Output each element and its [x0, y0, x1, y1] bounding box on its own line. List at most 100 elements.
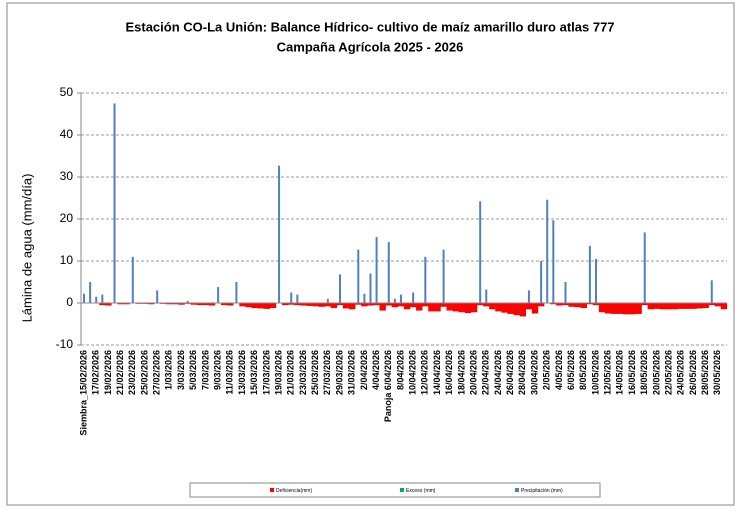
bar [617, 303, 624, 314]
bar [312, 303, 319, 307]
x-tick-label: 15/03/2026 [249, 350, 259, 395]
legend-box [189, 482, 601, 498]
bar [708, 303, 715, 306]
bar [580, 303, 587, 309]
x-tick-label: 26/04/2026 [505, 350, 515, 395]
x-tick-label: 16/04/2026 [444, 350, 454, 395]
x-tick-label: 19/02/2026 [103, 350, 113, 395]
bar [355, 303, 362, 305]
bar [89, 282, 92, 303]
bar [245, 303, 252, 308]
bar [690, 303, 697, 309]
bar [446, 303, 453, 311]
bar [604, 303, 612, 314]
bar [318, 303, 325, 307]
bar [306, 303, 313, 306]
x-tick-label: 12/04/2026 [420, 350, 430, 395]
bar [513, 303, 520, 316]
x-tick-label: 29/03/2026 [334, 350, 344, 395]
bar [387, 242, 390, 303]
x-tick-label: 2/04/2026 [359, 350, 369, 390]
bar [257, 303, 264, 309]
bar [720, 303, 728, 310]
bar [296, 294, 299, 303]
bar [623, 303, 630, 315]
x-tick-label: 24/04/2026 [493, 350, 503, 395]
bar [611, 303, 618, 314]
x-tick-label: 26/05/2026 [688, 350, 698, 395]
bar [363, 293, 366, 303]
bar [397, 303, 405, 307]
legend-label: Deficiencia(mm) [276, 488, 312, 494]
bar [552, 220, 555, 303]
bar [178, 303, 185, 305]
bar [156, 290, 159, 303]
x-tick-label: 22/04/2026 [481, 350, 491, 395]
bar [83, 293, 86, 303]
bar [629, 303, 636, 315]
bar [385, 303, 392, 306]
bar [113, 103, 116, 303]
bar [594, 258, 597, 303]
bar [288, 303, 295, 305]
bar [458, 303, 466, 313]
bar [349, 303, 356, 310]
chart-border [6, 2, 735, 506]
bar [527, 290, 530, 303]
bar [217, 287, 220, 303]
x-tick-label: 3/03/2026 [176, 350, 186, 390]
x-tick-label: 14/05/2026 [615, 350, 625, 395]
x-tick-label: 28/04/2026 [517, 350, 527, 395]
x-tick-label: 20/05/2026 [651, 350, 661, 395]
x-tick-label: 2/05/2026 [542, 350, 552, 390]
bar [123, 303, 130, 305]
x-tick-label: 16/05/2026 [627, 350, 637, 395]
x-tick-label: 30/04/2026 [529, 350, 539, 395]
bar [550, 303, 557, 305]
bar [531, 303, 539, 314]
x-tick-label: 17/03/2026 [261, 350, 271, 395]
x-tick-label: 10/04/2026 [408, 350, 418, 395]
bar [696, 303, 703, 309]
bar [172, 303, 179, 305]
x-tick-label: 28/05/2026 [700, 350, 710, 395]
x-tick-label: 8/05/2026 [578, 350, 588, 390]
x-tick-label: 23/02/2026 [127, 350, 137, 395]
bar [399, 294, 402, 303]
bar [476, 303, 484, 306]
chart-title: Estación CO-La Unión: Balance Hídrico- c… [125, 19, 614, 34]
bar [369, 273, 372, 303]
bar [357, 249, 360, 303]
bar [495, 303, 502, 312]
bar [641, 303, 648, 306]
chart-subtitle: Campaña Agrícola 2025 - 2026 [277, 39, 464, 54]
x-tick-label: 30/05/2026 [712, 350, 722, 395]
bar [464, 303, 472, 314]
y-tick-label: -10 [56, 337, 74, 351]
bar [131, 256, 134, 303]
x-tick-label: 25/03/2026 [310, 350, 320, 395]
y-tick-label: 10 [60, 253, 74, 267]
bar [373, 303, 380, 306]
bar [684, 303, 691, 309]
x-tick-label: 25/02/2026 [139, 350, 149, 395]
bar [208, 303, 216, 306]
bar [375, 237, 378, 303]
bar [424, 256, 427, 303]
y-axis-label: Lámina de agua (mm/día) [19, 174, 34, 323]
x-tick-label: 12/05/2026 [603, 350, 613, 395]
bar [336, 303, 344, 306]
x-tick-label: Siembra_15/02/2026 [78, 350, 88, 436]
bar [647, 303, 655, 310]
bar [202, 303, 210, 306]
x-tick-label: 14/04/2026 [432, 350, 442, 395]
bar [263, 303, 271, 309]
bar [442, 249, 445, 303]
x-tick-label: 23/03/2026 [298, 350, 308, 395]
bar [525, 303, 533, 310]
bar [479, 201, 482, 303]
x-tick-label: 4/05/2026 [554, 350, 564, 390]
bar [186, 300, 189, 303]
x-tick-label: 27/02/2026 [152, 350, 162, 395]
